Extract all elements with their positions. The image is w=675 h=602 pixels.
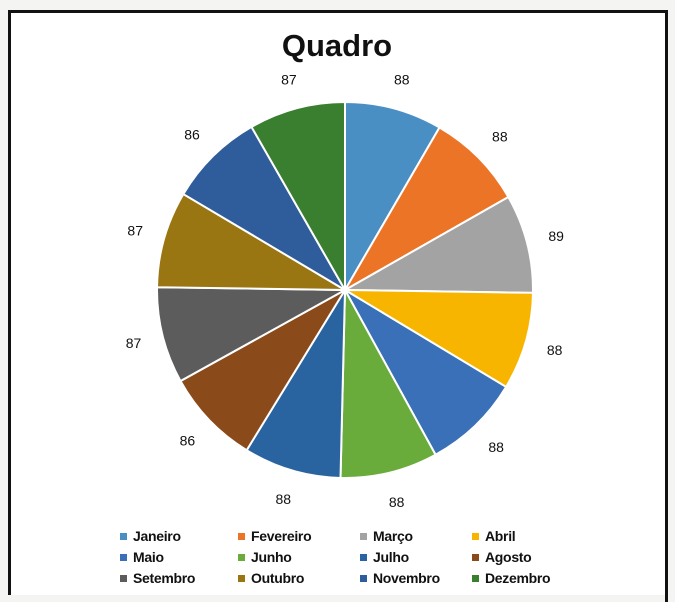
- legend-label: Maio: [133, 549, 164, 565]
- legend-label: Janeiro: [133, 528, 181, 544]
- legend: Janeiro Fevereiro Março Abril Maio Junho Julho…: [120, 526, 590, 588]
- data-label-abril: 88: [547, 342, 563, 358]
- legend-item-novembro: Novembro: [360, 568, 472, 588]
- legend-item-abril: Abril: [472, 526, 590, 546]
- pie-slice-julho: [245, 286, 347, 479]
- data-label-novembro: 86: [184, 127, 200, 143]
- legend-label: Outubro: [251, 570, 305, 586]
- legend-swatch: [120, 532, 127, 540]
- legend-label: Março: [373, 528, 413, 544]
- data-label-janeiro: 88: [394, 72, 410, 88]
- legend-swatch: [472, 553, 479, 561]
- legend-item-agosto: Agosto: [472, 547, 590, 567]
- legend-item-março: Março: [360, 526, 472, 546]
- legend-swatch: [360, 574, 367, 582]
- legend-item-dezembro: Dezembro: [472, 568, 590, 588]
- data-label-setembro: 87: [126, 335, 142, 351]
- legend-swatch: [360, 553, 367, 561]
- data-label-agosto: 86: [180, 433, 196, 449]
- pie-slice-agosto: [179, 287, 348, 452]
- pie-slice-dezembro: [250, 100, 346, 294]
- legend-swatch: [360, 532, 367, 540]
- legend-item-setembro: Setembro: [120, 568, 238, 588]
- pie-slice-junho: [339, 286, 437, 479]
- legend-swatch: [472, 574, 479, 582]
- data-label-junho: 88: [389, 494, 405, 510]
- pie-slice-abril: [341, 288, 534, 389]
- legend-label: Agosto: [485, 549, 532, 565]
- legend-item-junho: Junho: [238, 547, 360, 567]
- data-label-outubro: 87: [127, 223, 143, 239]
- data-label-março: 89: [548, 228, 564, 244]
- legend-item-outubro: Outubro: [238, 568, 360, 588]
- legend-swatch: [472, 532, 479, 540]
- legend-item-janeiro: Janeiro: [120, 526, 238, 546]
- legend-swatch: [238, 574, 245, 582]
- legend-label: Abril: [485, 528, 516, 544]
- pie-slice-janeiro: [344, 100, 441, 294]
- legend-item-fevereiro: Fevereiro: [238, 526, 360, 546]
- pie-slice-novembro: [181, 125, 348, 293]
- legend-label: Dezembro: [485, 570, 551, 586]
- pie-slice-maio: [342, 287, 508, 457]
- chart-title: Quadro: [282, 28, 392, 63]
- legend-item-maio: Maio: [120, 547, 238, 567]
- legend-swatch: [238, 553, 245, 561]
- legend-swatch: [120, 574, 127, 582]
- legend-item-julho: Julho: [360, 547, 472, 567]
- legend-label: Novembro: [373, 570, 440, 586]
- pie-slice-março: [341, 195, 534, 294]
- legend-label: Julho: [373, 549, 409, 565]
- pie-slice-setembro: [156, 286, 349, 383]
- legend-swatch: [120, 553, 127, 561]
- legend-label: Fevereiro: [251, 528, 312, 544]
- pie-slice-fevereiro: [342, 126, 510, 293]
- pie-slice-outubro: [156, 192, 349, 292]
- data-label-julho: 88: [275, 491, 291, 507]
- legend-label: Junho: [251, 549, 292, 565]
- data-label-maio: 88: [488, 439, 504, 455]
- data-label-fevereiro: 88: [492, 129, 508, 145]
- frame-border: [665, 10, 668, 602]
- legend-swatch: [238, 532, 245, 540]
- legend-label: Setembro: [133, 570, 196, 586]
- data-label-dezembro: 87: [281, 71, 297, 87]
